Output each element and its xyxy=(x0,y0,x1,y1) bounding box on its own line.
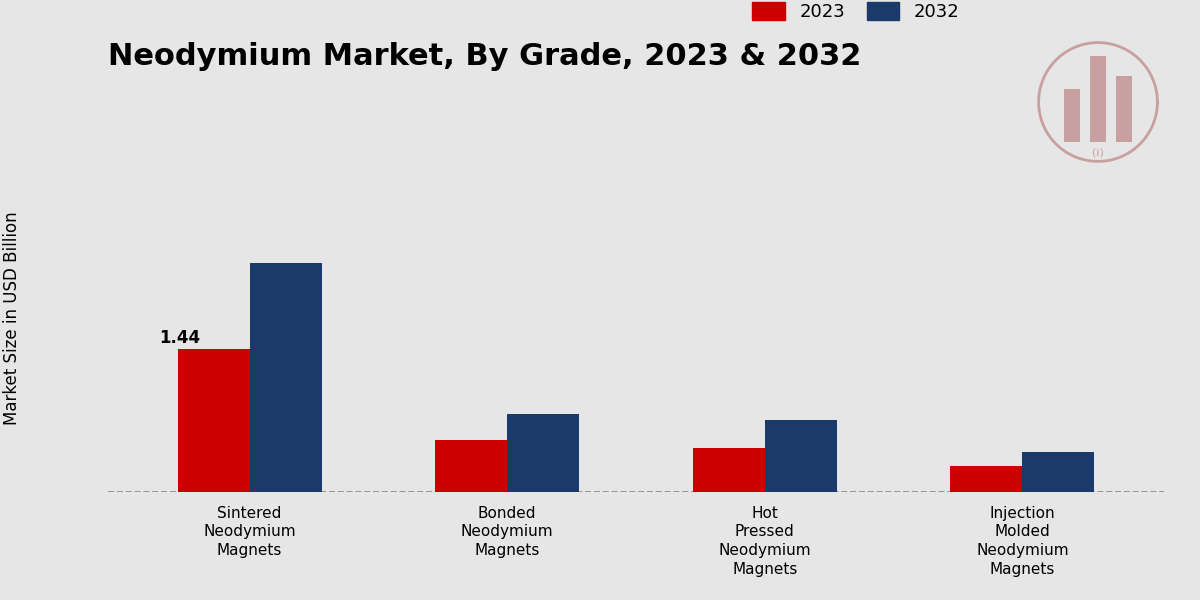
Bar xyxy=(178,349,250,492)
Legend: 2023, 2032: 2023, 2032 xyxy=(748,0,965,26)
Bar xyxy=(436,440,508,492)
Bar xyxy=(950,466,1022,492)
Bar xyxy=(1063,89,1080,142)
Text: (i): (i) xyxy=(1092,147,1104,157)
Bar xyxy=(692,448,764,492)
Bar xyxy=(1090,56,1106,142)
Bar xyxy=(1022,452,1094,492)
Bar xyxy=(1116,76,1133,142)
Text: Market Size in USD Billion: Market Size in USD Billion xyxy=(2,211,22,425)
Bar xyxy=(250,263,322,492)
Bar xyxy=(764,421,836,492)
Text: Neodymium Market, By Grade, 2023 & 2032: Neodymium Market, By Grade, 2023 & 2032 xyxy=(108,42,862,71)
Bar xyxy=(508,415,580,492)
Text: 1.44: 1.44 xyxy=(160,329,200,347)
